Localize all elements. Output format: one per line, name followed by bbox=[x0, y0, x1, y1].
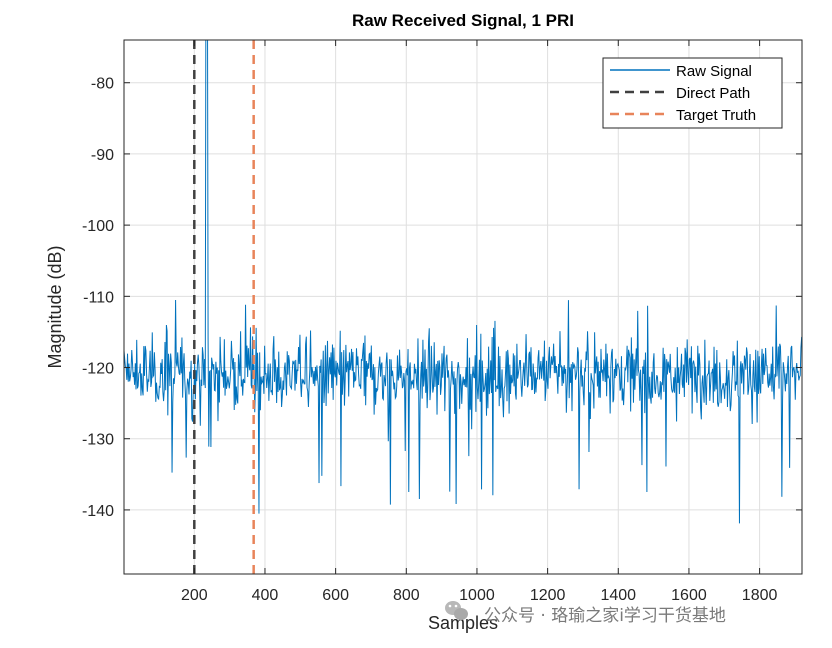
axes-box bbox=[123, 39, 803, 575]
legend-label-target-truth: Target Truth bbox=[676, 107, 756, 124]
x-tick-label: 200 bbox=[181, 587, 208, 604]
legend-label-direct-path: Direct Path bbox=[676, 85, 750, 102]
y-tick-label: -140 bbox=[82, 503, 114, 520]
y-tick-label: -110 bbox=[83, 289, 114, 306]
x-tick-label: 1200 bbox=[530, 587, 566, 604]
series-layer bbox=[124, 40, 802, 574]
x-tick-label: 800 bbox=[393, 587, 420, 604]
watermark-text: 公众号 · 珞瑜之家i学习干货基地 bbox=[484, 606, 726, 626]
x-axis-label: Samples bbox=[428, 613, 498, 633]
y-tick-label: -100 bbox=[82, 218, 114, 235]
raw-signal-line bbox=[124, 40, 802, 524]
x-tick-labels: 200 400 600 800 1000 1200 1400 1600 1800 bbox=[181, 587, 778, 604]
x-tick-label: 1600 bbox=[671, 587, 707, 604]
tick-marks bbox=[124, 40, 802, 574]
legend: Raw Signal Direct Path Target Truth bbox=[602, 57, 783, 129]
x-tick-label: 1400 bbox=[600, 587, 636, 604]
y-tick-label: -130 bbox=[82, 432, 114, 449]
legend-label-raw-signal: Raw Signal bbox=[676, 63, 752, 80]
y-tick-label: -120 bbox=[82, 361, 114, 378]
x-tick-label: 1000 bbox=[459, 587, 495, 604]
x-tick-label: 400 bbox=[252, 587, 279, 604]
y-tick-label: -90 bbox=[91, 147, 114, 164]
y-tick-label: -80 bbox=[91, 76, 114, 93]
wechat-icon bbox=[445, 601, 468, 620]
watermark: 公众号 · 珞瑜之家i学习干货基地 bbox=[445, 601, 726, 626]
grid-lines bbox=[124, 40, 802, 574]
x-tick-label: 600 bbox=[322, 587, 349, 604]
y-axis-label: Magnitude (dB) bbox=[45, 245, 65, 368]
chart-title: Raw Received Signal, 1 PRI bbox=[352, 11, 574, 30]
y-tick-labels: -140 -130 -120 -110 -100 -90 -80 bbox=[82, 76, 114, 520]
x-tick-label: 1800 bbox=[742, 587, 778, 604]
